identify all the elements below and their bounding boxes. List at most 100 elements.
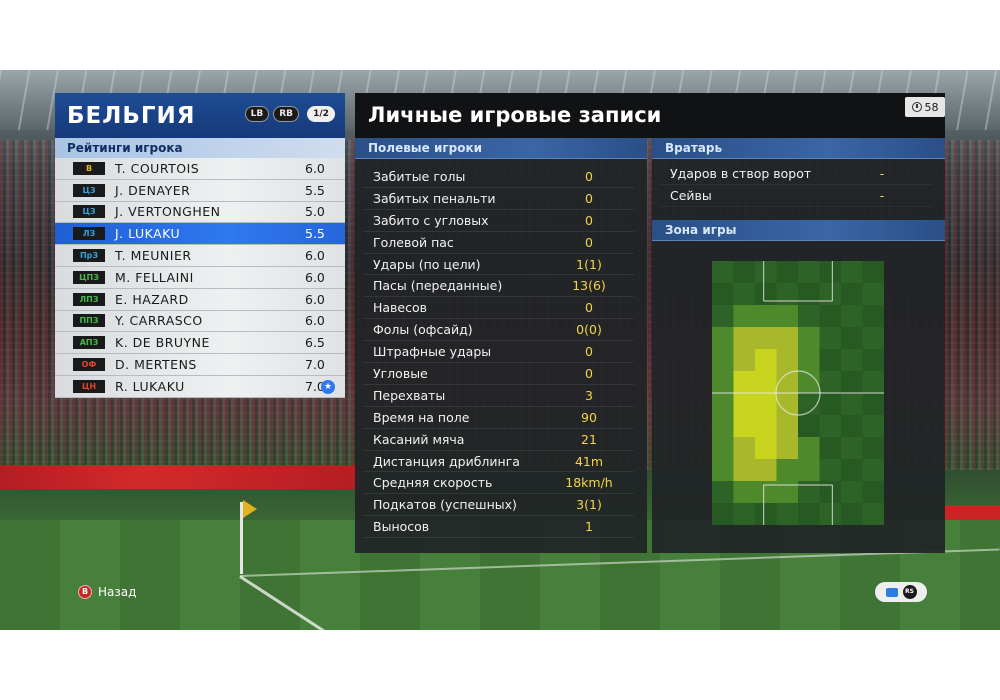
stat-label: Штрафные удары	[373, 344, 492, 360]
player-rating: 5.0	[305, 204, 325, 220]
stat-value: 0	[585, 190, 593, 206]
stat-row: Фолы (офсайд) 0(0)	[363, 319, 634, 342]
heatmap-cell	[798, 305, 820, 328]
stat-value: 1(1)	[576, 256, 602, 272]
stat-label: Подкатов (успешных)	[373, 497, 517, 513]
stat-row: Выносов 1	[363, 516, 634, 539]
stat-label: Дистанция дриблинга	[373, 453, 520, 469]
stat-value: 0	[585, 168, 593, 184]
stat-label: Голевой пас	[373, 234, 454, 250]
heatmap-cell	[798, 283, 820, 306]
chat-icon	[885, 587, 898, 597]
player-row[interactable]: ЛПЗ E. HAZARD 6.0	[55, 288, 345, 311]
heatmap-cell	[755, 261, 777, 284]
back-button[interactable]: B Назад	[78, 585, 136, 599]
player-row[interactable]: ЦПЗ M. FELLAINI 6.0	[55, 266, 345, 289]
heatmap-cell	[841, 371, 863, 394]
player-row[interactable]: ЦЗ J. VERTONGHEN 5.0	[55, 201, 345, 224]
heatmap-cell	[712, 283, 734, 306]
stat-row: Удары (по цели) 1(1)	[363, 254, 634, 276]
stat-label: Выносов	[373, 519, 430, 535]
star-icon: ★	[321, 379, 335, 394]
heatmap-cell	[733, 437, 756, 460]
stat-value: 0	[585, 212, 593, 228]
position-badge: ЦЗ	[73, 205, 105, 219]
heatmap	[712, 261, 885, 526]
heatmap-cell	[712, 415, 734, 438]
heatmap-cell	[841, 327, 863, 350]
heatmap-cell	[819, 349, 842, 372]
player-name: T. MEUNIER	[115, 248, 192, 264]
lb-button[interactable]: LB	[244, 106, 270, 122]
heatmap-cell	[819, 393, 842, 416]
page-indicator: 1/2	[307, 106, 335, 122]
heatmap-cell	[841, 415, 863, 438]
player-row[interactable]: ПрЗ T. MEUNIER 6.0	[55, 245, 345, 267]
player-name: E. HAZARD	[115, 291, 189, 307]
gk-stat-row: Сейвы -	[660, 185, 932, 207]
player-row[interactable]: ЦН R. LUKAKU 7.0 ★	[55, 375, 345, 398]
heatmap-cell	[733, 349, 756, 372]
player-row[interactable]: ППЗ Y. CARRASCO 6.0	[55, 310, 345, 333]
position-badge: ПрЗ	[73, 249, 105, 263]
player-rating: 5.5	[305, 182, 325, 198]
heatmap-cell	[712, 393, 734, 416]
heatmap-cell	[841, 481, 863, 504]
heatmap-svg	[712, 261, 885, 526]
stat-label: Время на поле	[373, 409, 470, 425]
player-rating: 7.0	[305, 357, 325, 373]
heatmap-cell	[755, 481, 777, 504]
gk-stat-label: Ударов в створ ворот	[670, 166, 812, 181]
b-button-icon: B	[78, 585, 92, 599]
chat-controls[interactable]: RS	[875, 582, 927, 602]
heatmap-cell	[798, 503, 820, 526]
player-row[interactable]: ЛЗ J. LUKAKU 5.5	[55, 223, 345, 246]
heatmap-cell	[862, 503, 885, 526]
stat-value: 0	[585, 365, 593, 381]
stat-label: Удары (по цели)	[373, 256, 481, 272]
clock-icon	[911, 102, 922, 112]
corner-flag-pole	[240, 502, 243, 574]
heatmap-cell	[819, 261, 842, 284]
field-stats-list: Забитые голы 0 Забитых пенальти 0 Забито с у…	[355, 159, 647, 539]
heatmap-cell	[776, 261, 799, 284]
stat-row: Дистанция дриблинга 41m	[363, 451, 634, 473]
position-badge: ЛЗ	[73, 227, 105, 241]
player-rating: 6.5	[305, 335, 325, 351]
player-row[interactable]: АПЗ K. DE BRUYNE 6.5	[55, 332, 345, 355]
heatmap-cell	[776, 393, 799, 416]
stat-row: Средняя скорость 18km/h	[363, 472, 634, 495]
goalkeeper-column: Вратарь Ударов в створ ворот - Сейвы - Зона…	[652, 138, 945, 553]
player-name: J. DENAYER	[115, 182, 191, 198]
stat-row: Штрафные удары 0	[363, 341, 634, 364]
heatmap-cell	[755, 459, 777, 482]
heatmap-cell	[798, 415, 820, 438]
heatmap-cell	[712, 437, 734, 460]
rb-button[interactable]: RB	[273, 106, 299, 122]
player-row[interactable]: ЦЗ J. DENAYER 5.5	[55, 179, 345, 202]
heatmap-cell	[841, 283, 863, 306]
player-row[interactable]: В T. COURTOIS 6.0	[55, 158, 345, 180]
player-row[interactable]: ОФ D. MERTENS 7.0	[55, 354, 345, 376]
back-label: Назад	[98, 585, 137, 599]
player-rating: 6.0	[305, 291, 325, 307]
stat-label: Навесов	[373, 300, 428, 316]
heatmap-cell	[776, 349, 799, 372]
timer-value: 58	[924, 100, 939, 114]
heatmap-cell	[755, 283, 777, 306]
gk-stat-value: -	[879, 188, 885, 203]
gk-stat-row: Ударов в створ ворот -	[660, 163, 932, 185]
heatmap-cell	[862, 349, 885, 372]
heatmap-cell	[862, 393, 885, 416]
position-badge: ЦЗ	[73, 183, 105, 197]
stat-row: Забито с угловых 0	[363, 210, 634, 232]
heatmap-cell	[841, 305, 863, 328]
stat-value: 90	[581, 409, 597, 425]
heatmap-cell	[776, 283, 799, 306]
heatmap-cell	[755, 349, 777, 372]
heatmap-cell	[733, 393, 756, 416]
stat-label: Касаний мяча	[373, 431, 465, 447]
game-screen: БЕЛЬГИЯ LB RB 1/2 Рейтинги игрока В T. CO…	[0, 70, 1000, 630]
heatmap-cell	[712, 481, 734, 504]
heatmap-cell	[862, 481, 885, 504]
